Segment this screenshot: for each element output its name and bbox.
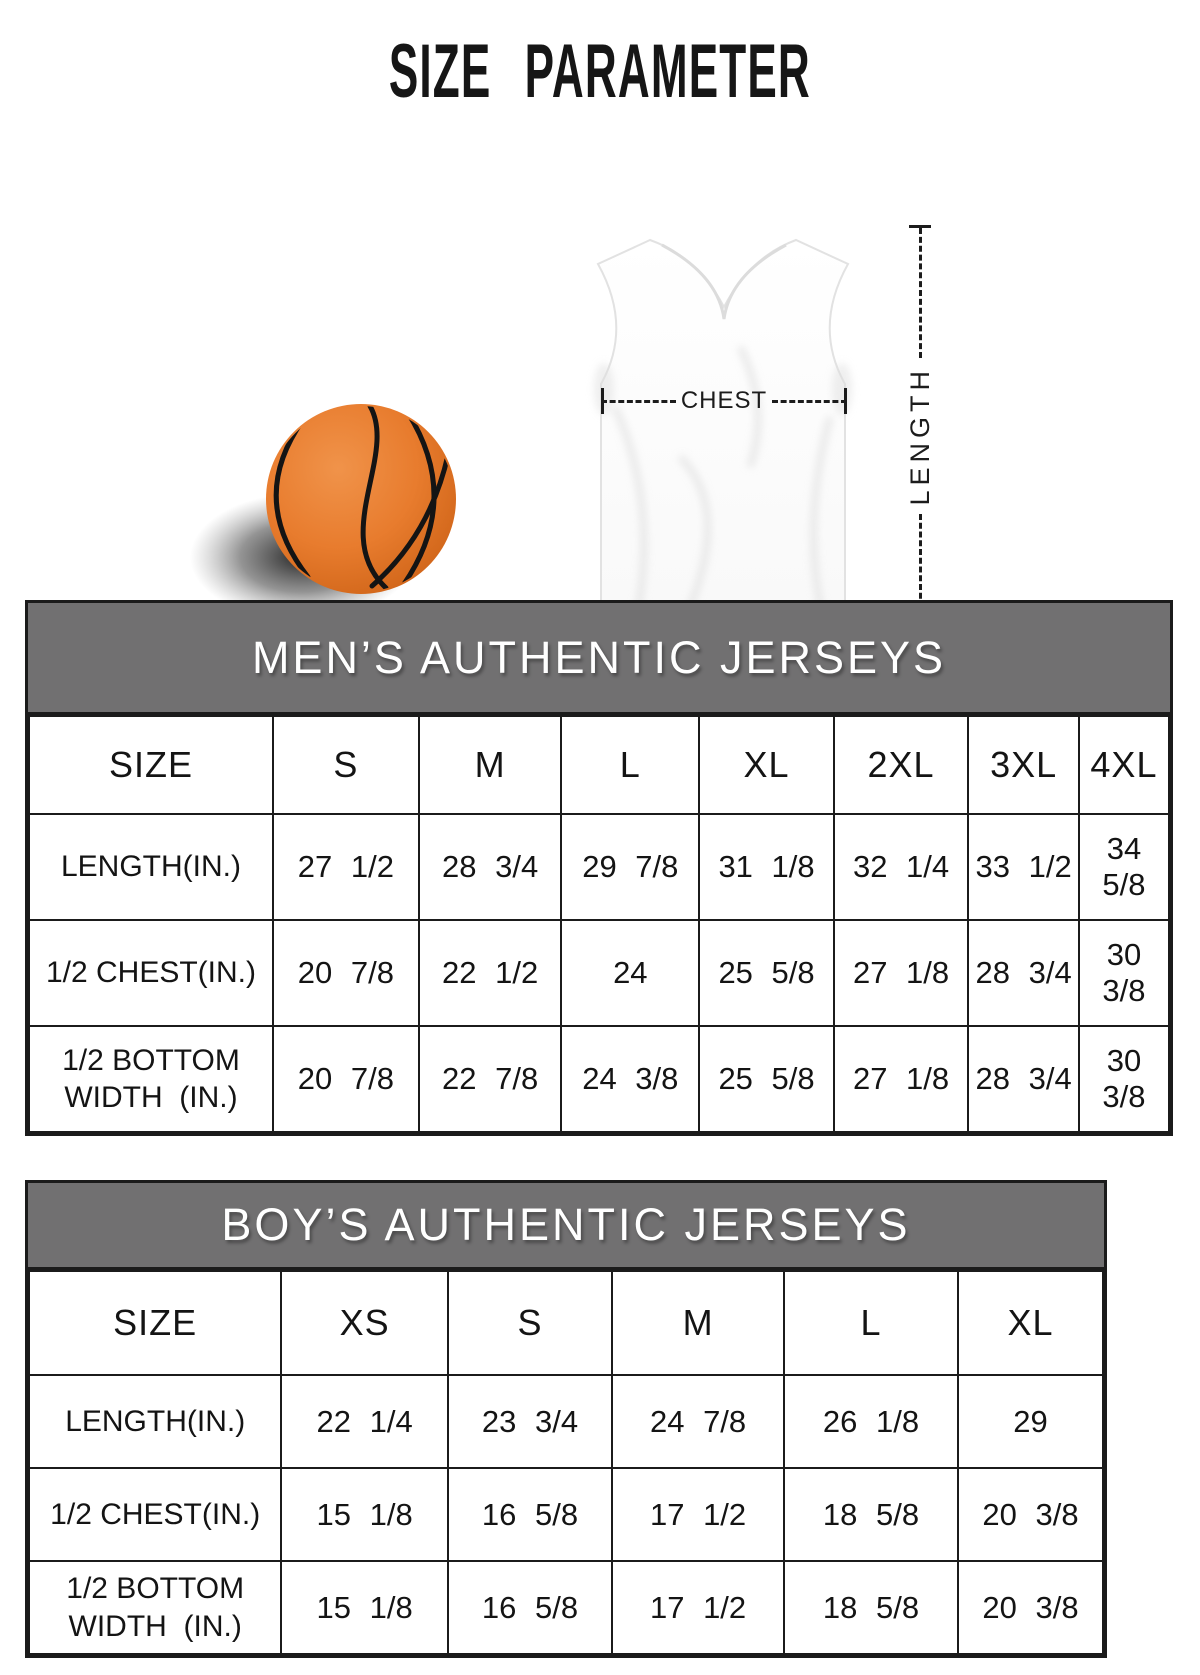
measurement-value: 18 5/8 <box>782 1467 959 1562</box>
size-column-header-3xl: 3XL <box>967 715 1080 815</box>
page-title: SIZE PARAMETER <box>0 28 1200 115</box>
measurement-value: 30 3/8 <box>1077 1025 1171 1133</box>
measurement-row-label: 1/2 BOTTOM WIDTH (IN.) <box>27 1560 283 1655</box>
measurement-value: 30 3/8 <box>1077 919 1171 1027</box>
size-corner-header: SIZE <box>28 715 274 815</box>
measurement-value: 32 1/4 <box>832 813 970 921</box>
chest-tick-right <box>844 388 847 414</box>
measurement-value: 15 1/8 <box>280 1560 449 1655</box>
measurement-value: 26 1/8 <box>782 1374 959 1469</box>
measurement-value: 24 <box>560 919 701 1027</box>
measurement-value: 28 3/4 <box>967 919 1080 1027</box>
measurement-row-label: 1/2 CHEST(IN.) <box>27 1467 283 1562</box>
measurement-value: 20 3/8 <box>956 1467 1105 1562</box>
measurement-row: 1/2 BOTTOM WIDTH (IN.) 15 1/8 16 5/8 17 1/2… <box>27 1560 1105 1655</box>
measurement-value: 20 7/8 <box>271 1025 420 1133</box>
measurement-value: 17 1/2 <box>611 1560 785 1655</box>
measurement-row: 1/2 CHEST(IN.) 20 7/8 22 1/2 24 25 5/8 27 1/8… <box>28 919 1171 1027</box>
measurement-value: 27 1/8 <box>832 1025 970 1133</box>
measurement-row: 1/2 BOTTOM WIDTH (IN.) 20 7/8 22 7/8 24 3/8… <box>28 1025 1171 1133</box>
chest-dash-left <box>601 399 676 403</box>
boys-size-table-section: BOY’S AUTHENTIC JERSEYS SIZE XS S M L XL LENG… <box>25 1180 1107 1658</box>
measurement-row-label: LENGTH(IN.) <box>27 1374 283 1469</box>
size-column-header-xs: XS <box>280 1270 449 1376</box>
measurement-value: 33 1/2 <box>967 813 1080 921</box>
measurement-row: 1/2 CHEST(IN.) 15 1/8 16 5/8 17 1/2 18 5/8 20… <box>27 1467 1105 1562</box>
measurement-value: 24 3/8 <box>560 1025 701 1133</box>
measurement-value: 27 1/2 <box>271 813 420 921</box>
size-column-header-xl: XL <box>698 715 835 815</box>
length-dash-top <box>918 228 922 358</box>
length-label: LENGTH <box>904 366 935 506</box>
length-measure-annotation: LENGTH <box>903 225 937 625</box>
boys-size-grid: SIZE XS S M L XL LENGTH(IN.) 22 1/4 23 3/4 24 7/… <box>27 1270 1105 1655</box>
measurement-value: 25 5/8 <box>698 1025 835 1133</box>
size-column-header-m: M <box>417 715 563 815</box>
measurement-row-label: LENGTH(IN.) <box>28 813 274 921</box>
measurement-value: 29 <box>956 1374 1105 1469</box>
chest-tick-left <box>601 388 604 414</box>
size-column-header-xl: XL <box>956 1270 1105 1376</box>
size-column-header-2xl: 2XL <box>832 715 970 815</box>
measurement-value: 16 5/8 <box>446 1467 614 1562</box>
size-column-header-m: M <box>611 1270 785 1376</box>
measurement-value: 16 5/8 <box>446 1560 614 1655</box>
jersey-body <box>596 238 850 658</box>
mens-size-grid: SIZE S M L XL 2XL 3XL 4XL LENGTH(IN.) 27 1/2 28 3… <box>28 715 1171 1133</box>
size-column-header-s: S <box>271 715 420 815</box>
measurement-value: 15 1/8 <box>280 1467 449 1562</box>
mens-table-title: MEN’S AUTHENTIC JERSEYS <box>28 603 1170 715</box>
measurement-value: 20 7/8 <box>271 919 420 1027</box>
measurement-value: 28 3/4 <box>417 813 563 921</box>
measurement-value: 23 3/4 <box>446 1374 614 1469</box>
measurement-value: 18 5/8 <box>782 1560 959 1655</box>
size-column-header-4xl: 4XL <box>1077 715 1171 815</box>
basketball-body <box>266 404 456 594</box>
page-title-text: SIZE PARAMETER <box>388 29 812 114</box>
measurement-value: 29 7/8 <box>560 813 701 921</box>
measurement-value: 34 5/8 <box>1077 813 1171 921</box>
size-column-header-l: L <box>782 1270 959 1376</box>
length-dash-bottom <box>918 513 922 625</box>
measurement-value: 17 1/2 <box>611 1467 785 1562</box>
chest-dash-right <box>772 399 847 403</box>
chest-measure-annotation: CHEST <box>601 387 847 415</box>
measurement-value: 24 7/8 <box>611 1374 785 1469</box>
measurement-value: 28 3/4 <box>967 1025 1080 1133</box>
measurement-value: 20 3/8 <box>956 1560 1105 1655</box>
size-corner-header: SIZE <box>27 1270 283 1376</box>
chest-label: CHEST <box>680 387 768 414</box>
measurement-row-label: 1/2 CHEST(IN.) <box>28 919 274 1027</box>
measurement-row: LENGTH(IN.) 22 1/4 23 3/4 24 7/8 26 1/8 29 <box>27 1374 1105 1469</box>
measurement-value: 31 1/8 <box>698 813 835 921</box>
measurement-value: 27 1/8 <box>832 919 970 1027</box>
measurement-value: 25 5/8 <box>698 919 835 1027</box>
length-tick-top <box>909 225 931 228</box>
boys-table-title: BOY’S AUTHENTIC JERSEYS <box>28 1183 1104 1270</box>
measurement-value: 22 1/2 <box>417 919 563 1027</box>
measurement-row-label: 1/2 BOTTOM WIDTH (IN.) <box>28 1025 274 1133</box>
boys-header-row: SIZE XS S M L XL <box>27 1270 1105 1376</box>
jersey-collar-line <box>661 243 787 320</box>
size-column-header-l: L <box>560 715 701 815</box>
size-diagram: CHEST LENGTH <box>0 95 1200 679</box>
measurement-row: LENGTH(IN.) 27 1/2 28 3/4 29 7/8 31 1/8 32 1/… <box>28 813 1171 921</box>
mens-header-row: SIZE S M L XL 2XL 3XL 4XL <box>28 715 1171 815</box>
size-column-header-s: S <box>446 1270 614 1376</box>
basketball-seams <box>273 406 451 591</box>
mens-size-table-section: MEN’S AUTHENTIC JERSEYS SIZE S M L XL 2XL 3XL 4… <box>25 600 1173 1136</box>
basketball-icon <box>190 404 456 621</box>
measurement-value: 22 1/4 <box>280 1374 449 1469</box>
measurement-value: 22 7/8 <box>417 1025 563 1133</box>
